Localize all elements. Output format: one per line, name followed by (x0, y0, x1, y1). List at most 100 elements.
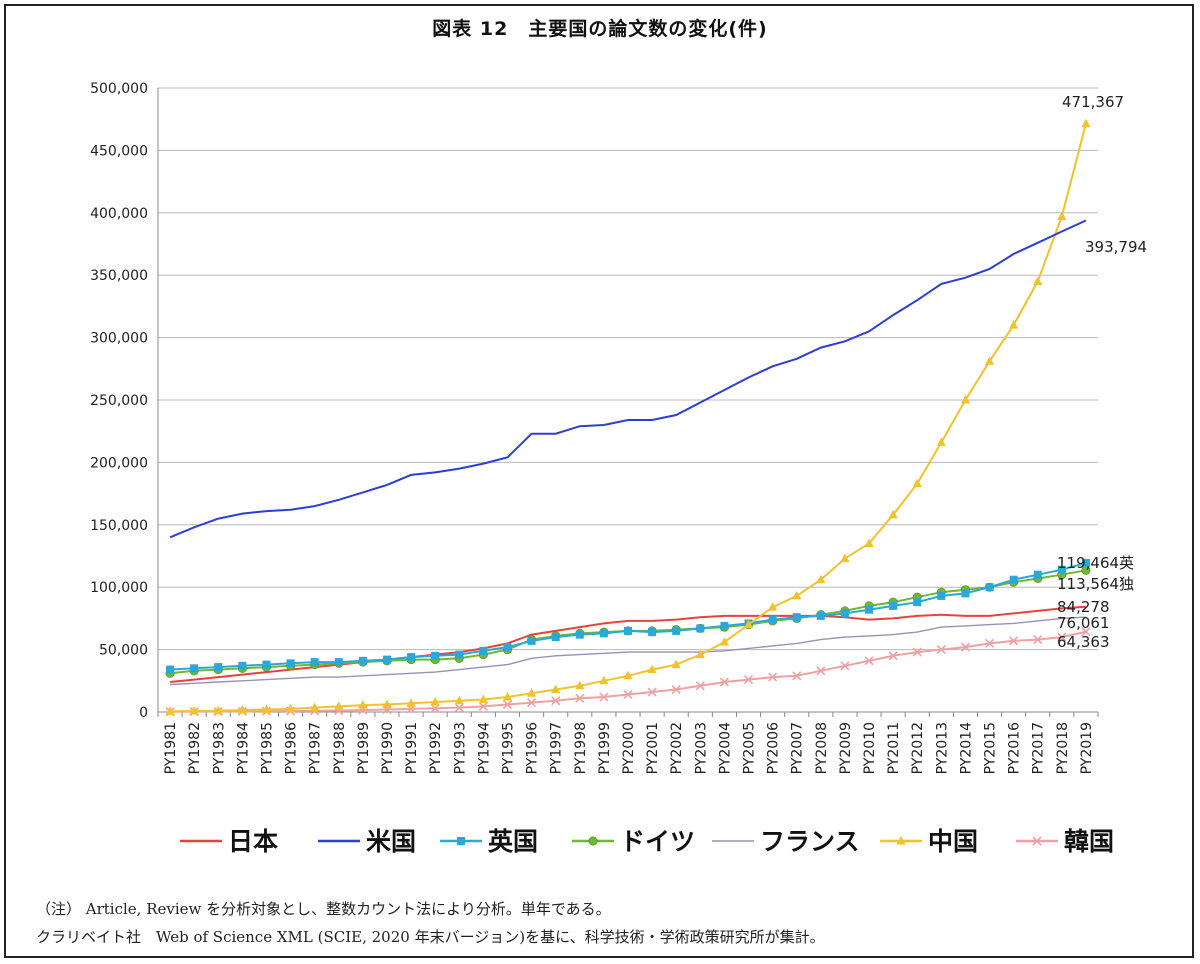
annotation-usa: 393,794 (1085, 238, 1147, 256)
x-tick-label: PY1988 (332, 722, 348, 774)
data-point (479, 646, 488, 655)
data-point (768, 602, 778, 611)
data-point (527, 636, 536, 645)
x-tick-label: PY2013 (934, 722, 950, 774)
data-point (358, 700, 368, 709)
legend-marker (896, 836, 906, 845)
legend-label: 英国 (488, 827, 538, 856)
x-tick-label: PY1984 (235, 722, 251, 774)
data-point (743, 674, 754, 685)
data-point (430, 697, 440, 706)
legend-label: フランス (760, 827, 860, 856)
data-point (285, 703, 296, 713)
data-point (623, 670, 633, 680)
data-point (647, 687, 657, 697)
legend-label: 日本 (228, 827, 278, 856)
x-tick-label: PY1985 (259, 722, 275, 774)
data-point (166, 665, 175, 674)
data-point (382, 655, 391, 664)
data-point (310, 658, 319, 667)
data-point (526, 688, 537, 697)
annotation-uk: 119,464英 (1057, 554, 1134, 572)
data-point (960, 395, 971, 404)
data-point (478, 701, 488, 711)
x-tick-label: PY2002 (669, 722, 685, 774)
series-韓国 (165, 627, 1091, 717)
data-point (624, 626, 632, 635)
series-フランス (170, 616, 1086, 686)
data-point (840, 553, 850, 562)
x-tick-label: PY2006 (766, 722, 782, 774)
x-tick-label: PY1986 (284, 722, 300, 774)
annotation-china: 471,367 (1062, 93, 1124, 111)
chart-frame (4, 4, 1194, 958)
legend-item-米国: 米国 (318, 827, 416, 856)
x-tick-label: PY2001 (645, 722, 661, 774)
y-tick-label: 150,000 (90, 518, 148, 534)
x-tick-label: PY2019 (1079, 722, 1095, 774)
data-point (382, 699, 392, 709)
data-point (1057, 211, 1067, 221)
data-point (503, 643, 512, 652)
data-point (768, 672, 778, 682)
data-point (262, 660, 271, 669)
x-tick-label: PY2003 (693, 722, 709, 774)
data-point (407, 653, 416, 662)
data-point (406, 698, 416, 707)
data-point (551, 696, 561, 706)
x-tick-label: PY1993 (452, 722, 468, 774)
data-point (478, 694, 488, 704)
y-tick-label: 450,000 (90, 143, 148, 159)
data-point (1033, 276, 1043, 285)
data-point (912, 647, 922, 657)
annotation-japan: 84,278 (1057, 598, 1110, 616)
data-point (165, 706, 175, 715)
data-point (865, 605, 874, 614)
x-tick-label: PY2015 (983, 722, 999, 774)
y-tick-label: 100,000 (90, 580, 148, 596)
x-tick-label: PY2010 (862, 722, 878, 774)
series-日本 (170, 605, 1086, 683)
data-point (623, 689, 633, 700)
x-tick-label: PY1982 (187, 722, 203, 774)
data-point (888, 651, 898, 661)
x-tick-label: PY2000 (621, 722, 637, 774)
x-tick-label: PY1997 (549, 722, 565, 774)
data-point (648, 628, 657, 637)
x-tick-label: PY1987 (308, 722, 324, 774)
data-point (430, 703, 440, 713)
data-point (985, 583, 994, 592)
y-tick-label: 400,000 (90, 206, 148, 222)
data-point (792, 590, 802, 600)
x-tick-label: PY1998 (573, 722, 589, 774)
x-tick-label: PY2012 (910, 722, 926, 774)
note-line-1: （注） Article, Review を分析対象とし、整数カウント法により分析… (36, 900, 611, 918)
data-point (936, 437, 946, 446)
legend-item-日本: 日本 (180, 827, 278, 856)
data-point (671, 684, 681, 695)
y-tick-label: 0 (139, 705, 148, 721)
data-point (840, 661, 850, 671)
legend-label: ドイツ (620, 827, 695, 856)
legend-item-ドイツ: ドイツ (572, 827, 695, 856)
data-point (1009, 575, 1018, 584)
data-point (1033, 570, 1042, 579)
x-tick-label: PY1995 (500, 722, 516, 774)
legend-item-中国: 中国 (880, 827, 978, 856)
x-tick-label: PY1983 (211, 722, 227, 774)
data-point (190, 664, 199, 673)
data-point (237, 705, 247, 714)
data-point (1081, 558, 1090, 567)
x-tick-label: PY2009 (838, 722, 854, 774)
x-tick-label: PY2008 (814, 722, 830, 774)
legend-marker (1032, 836, 1042, 846)
data-point (358, 656, 367, 665)
data-point (840, 609, 849, 618)
data-point (695, 681, 705, 691)
series-英国 (166, 558, 1090, 674)
series-米国 (169, 219, 1087, 539)
x-tick-label: PY1999 (597, 722, 613, 774)
data-point (455, 650, 464, 659)
x-tick-label: PY1994 (476, 722, 492, 774)
